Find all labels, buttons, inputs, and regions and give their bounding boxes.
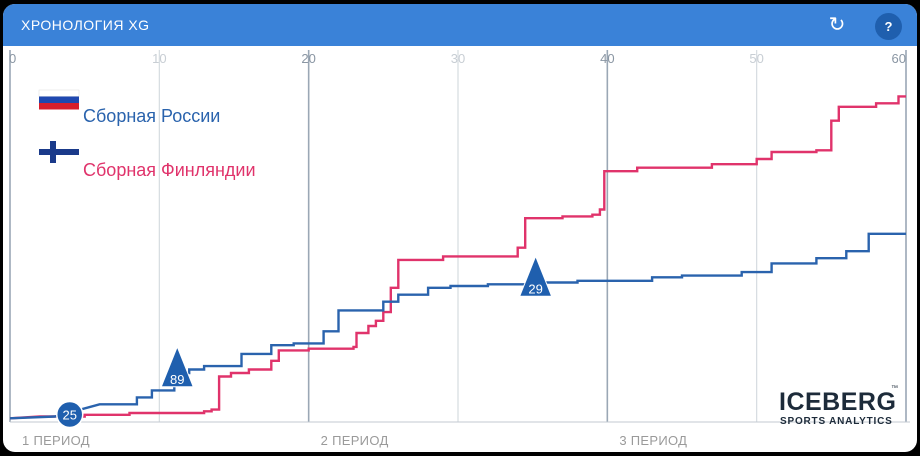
goal-marker-label: 89	[170, 372, 184, 387]
russia-flag-icon	[38, 89, 80, 110]
logo-tm: ™	[891, 385, 898, 392]
refresh-icon[interactable]: ↻	[828, 14, 846, 36]
x-tick-10: 10	[152, 51, 166, 66]
grid	[9, 50, 910, 423]
x-tick-0: 0	[9, 51, 16, 66]
legend-finland-label: Сборная Финляндии	[83, 160, 256, 180]
xg-chart: 0 10 20 30 40 50 60 25 89 29 Сборная России Сбор…	[9, 50, 910, 448]
x-tick-50: 50	[749, 51, 763, 66]
goal-marker-label: 29	[528, 281, 542, 296]
x-tick-60: 60	[892, 51, 906, 66]
goal-triangle-icon	[160, 346, 194, 388]
period-labels: 1 ПЕРИОД 2 ПЕРИОД 3 ПЕРИОД	[22, 433, 687, 448]
card-title: ХРОНОЛОГИЯ XG	[21, 17, 150, 33]
card-header: ХРОНОЛОГИЯ XG ↻ ?	[3, 4, 917, 46]
goal-marker-89[interactable]: 89	[160, 346, 194, 388]
x-tick-40: 40	[600, 51, 614, 66]
legend-russia-label: Сборная России	[83, 106, 220, 126]
goal-marker-29[interactable]: 29	[519, 255, 553, 297]
goal-triangle-icon	[519, 255, 553, 297]
legend: Сборная России Сборная Финляндии	[38, 89, 256, 180]
goal-marker-25[interactable]: 25	[55, 400, 84, 429]
period-label-3: 3 ПЕРИОД	[619, 433, 687, 448]
finland-flag-icon	[39, 141, 79, 163]
goal-marker-label: 25	[62, 408, 76, 423]
period-label-2: 2 ПЕРИОД	[321, 433, 389, 448]
help-button[interactable]: ?	[875, 13, 902, 40]
x-tick-30: 30	[451, 51, 465, 66]
period-label-1: 1 ПЕРИОД	[22, 433, 90, 448]
x-tick-20: 20	[301, 51, 315, 66]
series-line-finland	[9, 95, 906, 420]
iceberg-logo: ICEBERG ™ SPORTS ANALYTICS	[779, 385, 898, 427]
goal-markers: 25 89 29	[55, 255, 553, 429]
logo-sub: SPORTS ANALYTICS	[780, 416, 893, 427]
logo-main: ICEBERG	[779, 388, 896, 416]
x-axis-ticks: 0 10 20 30 40 50 60	[9, 51, 906, 66]
goal-circle-icon	[55, 400, 84, 429]
xg-timeline-card: ХРОНОЛОГИЯ XG ↻ ? 0 10 20 30 40 50 60 25 89 29 С…	[3, 4, 917, 452]
